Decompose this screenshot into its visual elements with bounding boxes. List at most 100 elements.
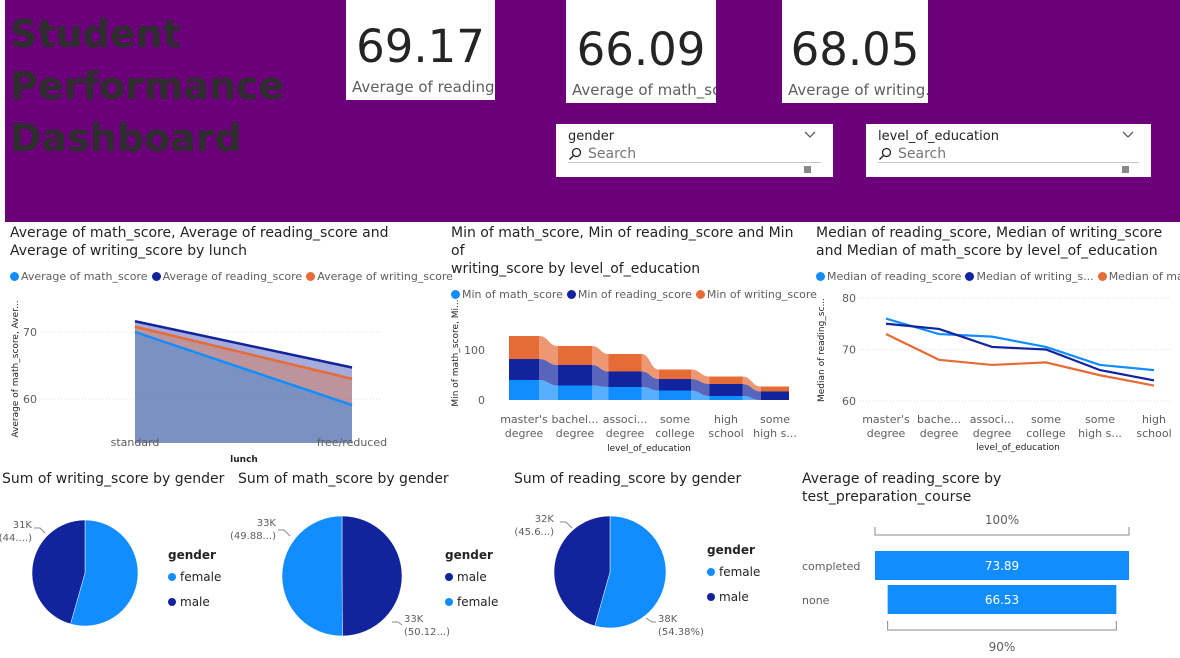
ribbon-band <box>742 376 761 392</box>
x-tick-label: associ... <box>970 413 1015 426</box>
pie-slice-male <box>553 515 611 627</box>
x-tick-label: school <box>1136 427 1171 440</box>
legend-item[interactable]: male <box>445 570 498 584</box>
legend-label: Min of math_score <box>462 288 563 301</box>
x-axis-title: level_of_education <box>607 444 691 454</box>
leader-line <box>34 527 46 534</box>
funnel-top-label: 100% <box>985 513 1019 527</box>
ribbon-band <box>592 385 609 400</box>
bar-segment <box>558 346 592 365</box>
y-tick-label: 70 <box>23 326 37 339</box>
x-tick-label: high <box>1142 413 1166 426</box>
legend-item[interactable]: male <box>707 590 760 604</box>
search-icon <box>569 147 582 160</box>
kpi-label: Average of writing... <box>788 81 928 99</box>
legend-item[interactable]: Min of math_score <box>451 288 563 301</box>
funnel-bottom-label: 90% <box>989 640 1016 654</box>
legend-marker <box>168 573 176 581</box>
legend-title: gender <box>445 548 493 562</box>
gender-slicer[interactable]: gender <box>556 124 833 177</box>
legend-label: female <box>457 595 499 609</box>
ribbon-band <box>539 380 558 400</box>
legend-item[interactable]: Average of math_score <box>10 270 148 283</box>
legend-item[interactable]: Min of reading_score <box>566 288 692 301</box>
data-label: 38K <box>658 614 678 625</box>
legend-marker <box>168 598 176 606</box>
legend-item[interactable]: female <box>707 565 760 579</box>
y-tick-label: 100 <box>464 344 485 357</box>
kpi-card-reading[interactable]: 69.17 Average of reading... <box>346 0 495 100</box>
funnel-category-label: none <box>802 594 830 607</box>
legend-item[interactable]: Min of writing_score <box>695 288 817 301</box>
resize-grip[interactable] <box>1122 166 1129 173</box>
area-average-of-math-score <box>135 332 352 443</box>
legend-item[interactable]: Median of reading_score <box>816 270 961 283</box>
legend-marker <box>566 290 576 299</box>
reading-pie-chart[interactable]: 32K (45.6...) 38K (54.38%) <box>508 500 718 650</box>
y-axis-title: Median of reading_sc... <box>817 298 827 402</box>
x-tick-label: master's <box>862 413 910 426</box>
data-label-percent: (49.88...) <box>230 531 276 542</box>
chevron-down-icon[interactable] <box>803 124 817 148</box>
bar-segment <box>761 386 789 392</box>
chart-title: Median of reading_score, Median of writi… <box>816 224 1176 260</box>
leader-line <box>392 621 403 626</box>
legend-label: female <box>719 565 761 579</box>
legend-item[interactable]: Median of writing_s... <box>965 270 1094 283</box>
kpi-card-writing[interactable]: 68.05 Average of writing... <box>782 0 928 103</box>
min-education-chart-visual[interactable]: Min of math_score, Min of reading_score … <box>451 224 817 301</box>
funnel-chart[interactable]: 100% 73.89 completed 66.53 none 90% <box>795 505 1180 658</box>
data-label-percent: (45.6...) <box>514 527 554 538</box>
x-tick-label: some <box>1085 413 1115 426</box>
legend-item[interactable]: female <box>445 595 498 609</box>
legend-marker <box>306 272 316 281</box>
x-axis-title: lunch <box>230 455 258 465</box>
legend-marker <box>151 272 161 281</box>
kpi-card-math[interactable]: 66.09 Average of math_sc... <box>566 0 716 103</box>
chart-title-line: Average of reading_score by <box>802 471 1002 487</box>
legend-marker <box>816 272 825 281</box>
ribbon-band <box>539 359 558 386</box>
funnel-title: Average of reading_score by test_prepara… <box>802 470 1001 506</box>
ribbon-band <box>691 379 710 396</box>
funnel-bar <box>875 551 1129 580</box>
math-pie-chart[interactable]: 33K (49.88...) 33K (50.12...) <box>228 500 450 650</box>
chart-title: Average of math_score, Average of readin… <box>10 224 440 260</box>
x-tick-label: college <box>655 427 695 440</box>
ribbon-band <box>592 365 609 387</box>
data-label: 32K <box>535 514 555 525</box>
y-axis-title: Min of math_score, Mi... <box>451 299 461 406</box>
x-tick-label: degree <box>505 427 544 440</box>
data-label: 33K <box>404 614 424 625</box>
legend-title: gender <box>168 548 216 562</box>
leader-line <box>645 617 656 623</box>
legend-label: male <box>719 590 749 604</box>
legend-item[interactable]: Average of writing_score <box>306 270 453 283</box>
x-tick-label: college <box>1026 427 1066 440</box>
legend-item[interactable]: Average of reading_score <box>151 270 302 283</box>
gender-search-input[interactable] <box>588 146 808 162</box>
x-tick-label: standard <box>111 436 160 449</box>
legend-item[interactable]: female <box>168 570 221 584</box>
data-label: 33K <box>257 518 277 529</box>
legend-item[interactable]: Median of mat... <box>1097 270 1180 283</box>
series-line <box>134 330 353 407</box>
chart-title-line: Min of math_score, Min of reading_score … <box>451 225 794 259</box>
lunch-chart-visual[interactable]: Average of math_score, Average of readin… <box>10 224 453 464</box>
legend-item[interactable]: male <box>168 595 221 609</box>
median-education-chart-visual[interactable]: Median of reading_score, Median of writi… <box>816 224 1180 294</box>
education-slicer[interactable]: level_of_education <box>866 124 1151 177</box>
kpi-label: Average of math_sc... <box>572 81 716 99</box>
funnel-value-label: 73.89 <box>985 559 1019 573</box>
pie-slice-female <box>281 515 343 637</box>
writing-pie-chart[interactable]: 31K (44....) <box>0 500 160 650</box>
legend-label: Min of reading_score <box>577 288 692 301</box>
series-line <box>885 317 1155 372</box>
education-search-input[interactable] <box>898 146 1118 162</box>
x-tick-label: degree <box>867 427 906 440</box>
chevron-down-icon[interactable] <box>1121 124 1135 148</box>
resize-grip[interactable] <box>804 166 811 173</box>
